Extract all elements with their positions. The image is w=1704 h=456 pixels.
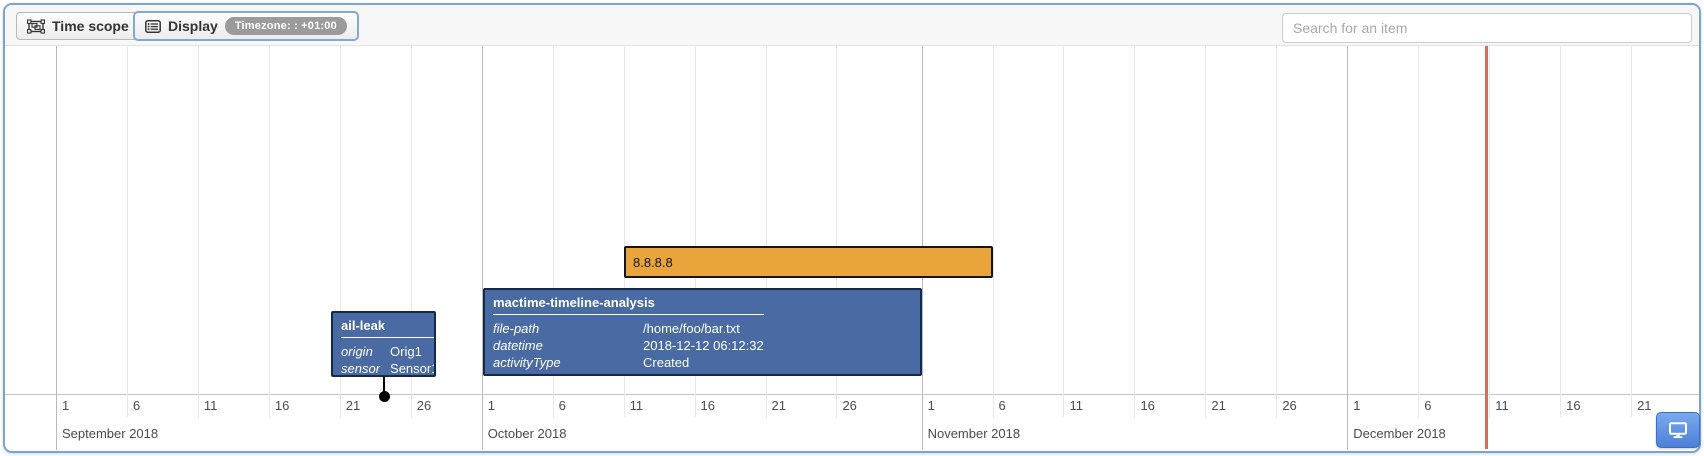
field-value: Orig1	[390, 344, 422, 359]
timeline-item-content: ail-leak origin Orig1 sensor Sensor1	[333, 313, 436, 376]
grid-line	[1418, 46, 1420, 418]
grid-line	[197, 46, 199, 418]
time-scope-label: Time scope	[52, 18, 129, 34]
axis-month-label: December 2018	[1353, 426, 1446, 441]
field-value: /home/foo/bar.txt	[643, 321, 740, 336]
grid-line	[56, 46, 57, 450]
axis-month-label: October 2018	[487, 426, 567, 441]
list-alt-icon	[145, 19, 161, 33]
desktop-icon	[1667, 421, 1689, 439]
timeline-item-fields: file-path/home/foo/bar.txt datetime 2018-1…	[493, 320, 764, 371]
grid-line	[1347, 46, 1349, 450]
field-value: 2018-12-12 06:12:32	[643, 338, 764, 353]
field-key: activityType	[493, 355, 561, 370]
axis-tick-label: 16	[700, 398, 716, 413]
axis-tick-label: 16	[1566, 398, 1581, 413]
timeline-item-mactime-timeline-analysis[interactable]: mactime-timeline-analysis file-path/home/…	[483, 288, 922, 376]
timeline-item-8.8.8.8[interactable]: 8.8.8.8	[624, 246, 993, 278]
timeline-item-fields: origin Orig1 sensor Sensor1	[341, 343, 436, 376]
axis-tick-label: 6	[998, 398, 1006, 413]
grid-line	[126, 46, 128, 418]
timeline-item-title: ail-leak	[341, 318, 434, 338]
axis-tick-label: 11	[203, 398, 218, 413]
field-value: Created	[643, 355, 690, 370]
axis-tick-label: 26	[1282, 398, 1297, 413]
grid-line	[1134, 46, 1136, 418]
toolbar: Time scope Display Timezone: : +01:00	[5, 5, 1699, 46]
axis-tick-label: 16	[274, 398, 290, 413]
axis-tick-label: 6	[132, 398, 141, 413]
axis-tick-label: 16	[1140, 398, 1155, 413]
timeline-item-dot[interactable]	[379, 391, 390, 402]
grid-line	[836, 46, 838, 418]
axis-tick-label: 21	[771, 398, 786, 413]
grid-line	[1276, 46, 1278, 418]
field-key: datetime	[493, 338, 543, 353]
axis-month-label: September 2018	[62, 426, 159, 441]
axis-tick-label: 21	[345, 398, 361, 413]
axis-tick-label: 1	[927, 398, 935, 413]
grid-line	[339, 46, 341, 418]
grid-line	[694, 46, 696, 418]
grid-line	[623, 46, 625, 418]
search-input[interactable]	[1282, 13, 1692, 43]
grid-line	[1063, 46, 1065, 418]
timeline-item-content: mactime-timeline-analysis file-path/home/…	[485, 290, 772, 374]
axis-tick-label: 11	[1495, 398, 1509, 413]
grid-line	[1560, 46, 1562, 418]
timeline-item-ail-leak[interactable]: ail-leak origin Orig1 sensor Sensor1	[331, 311, 436, 377]
grid-line	[992, 46, 994, 418]
field-key: origin	[341, 344, 373, 359]
axis-tick-label: 6	[1424, 398, 1432, 413]
axis-tick-label: 21	[1211, 398, 1226, 413]
axis-tick-label: 1	[62, 398, 70, 413]
axis-tick-label: 26	[842, 398, 857, 413]
grid-line	[1489, 46, 1491, 418]
display-button[interactable]: Display Timezone: : +01:00	[133, 11, 359, 41]
grid-line	[765, 46, 767, 418]
axis-tick-label: 1	[1353, 398, 1361, 413]
fullscreen-button[interactable]	[1656, 412, 1700, 448]
timeline-item-label: 8.8.8.8	[633, 254, 673, 270]
object-group-icon	[27, 18, 45, 34]
grid-line	[1631, 46, 1633, 418]
field-value: Sensor1	[390, 361, 436, 376]
timeline-item-field: origin Orig1	[341, 343, 434, 360]
axis-tick-label: 11	[629, 398, 644, 413]
timeline-item-field: sensor Sensor1	[341, 360, 436, 376]
timeline-item-field: activityType Created	[493, 354, 764, 371]
axis-tick-label: 26	[416, 398, 432, 413]
axis-tick-label: 6	[558, 398, 566, 413]
axis-tick-label: 11	[1069, 398, 1083, 413]
field-key: file-path	[493, 321, 540, 336]
timeline-item-title: mactime-timeline-analysis	[493, 295, 764, 315]
panel-background	[3, 3, 1701, 453]
field-key: sensor	[341, 361, 381, 376]
grid-line	[552, 46, 554, 418]
time-axis-line	[5, 394, 1699, 395]
axis-tick-label: 1	[487, 398, 495, 413]
timeline-item-field: file-path/home/foo/bar.txt	[493, 320, 764, 337]
grid-line	[268, 46, 270, 418]
grid-line	[481, 46, 483, 450]
timezone-badge: Timezone: : +01:00	[224, 17, 347, 35]
display-label: Display	[168, 18, 218, 34]
timeline-item-field: datetime 2018-12-12 06:12:32	[493, 337, 764, 354]
grid-line	[410, 46, 412, 418]
axis-tick-label: 21	[1637, 398, 1652, 413]
grid-line	[1205, 46, 1207, 418]
timeline-item-stem	[383, 377, 385, 396]
time-scope-button[interactable]: Time scope	[16, 12, 140, 40]
axis-month-label: November 2018	[927, 426, 1021, 441]
current-time-marker	[1484, 46, 1488, 449]
